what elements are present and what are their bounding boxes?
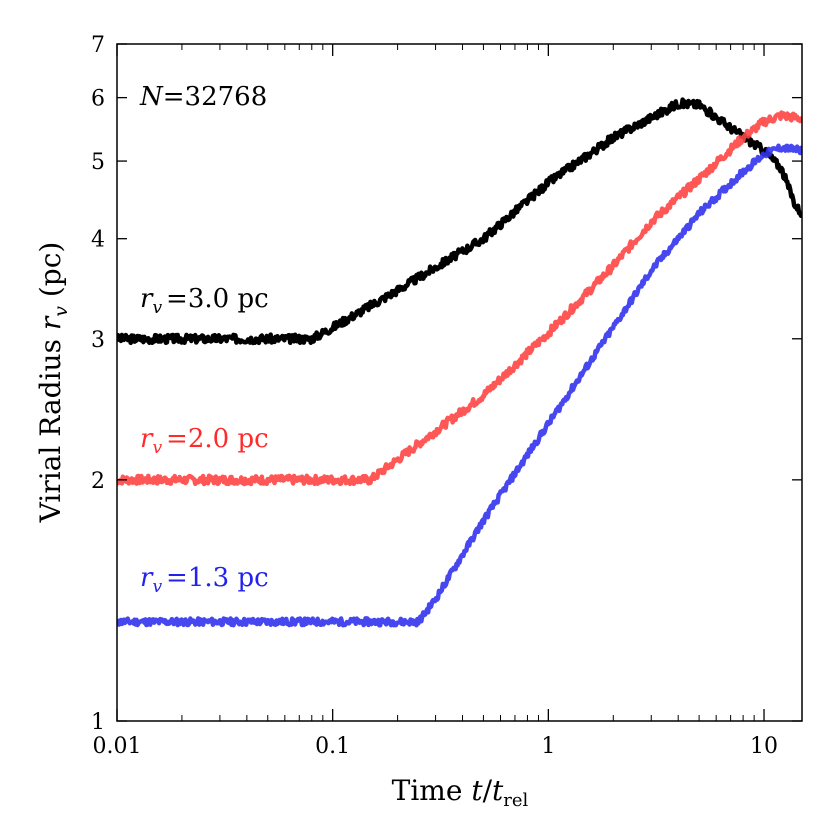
x-tick-label: 0.01: [93, 734, 142, 759]
n-annotation: N=32768: [139, 82, 267, 112]
y-tick-label: 3: [91, 328, 105, 353]
y-tick-label: 6: [91, 87, 105, 112]
x-axis-title: Time t/trel: [392, 774, 529, 811]
series-line-rv13: [117, 143, 802, 628]
series-label-rv13: rv =1.3 pc: [140, 563, 269, 597]
tick-layer: 0.01 0.1 1 10 1 2 3 4 5 6 7: [91, 33, 802, 759]
y-tick-label: 2: [91, 469, 105, 494]
series-label-rv3: rv =3.0 pc: [140, 284, 269, 318]
n-annotation-value: =32768: [163, 82, 268, 112]
y-tick-label: 5: [91, 150, 105, 175]
y-tick-label: 4: [91, 228, 105, 253]
series-layer: [117, 97, 802, 628]
n-annotation-var: N: [139, 82, 164, 112]
series-line-rv3: [117, 97, 802, 346]
y-tick-label: 7: [91, 33, 105, 58]
series-label-rv2: rv =2.0 pc: [140, 424, 269, 458]
series-line-rv2: [117, 110, 802, 487]
x-tick-label: 10: [750, 734, 778, 759]
x-tick-label: 0.1: [315, 734, 350, 759]
x-tick-label: 1: [541, 734, 555, 759]
plot-frame: [116, 43, 803, 722]
y-axis-title: Virial Radius rv (pc): [34, 242, 72, 524]
y-tick-label: 1: [91, 710, 105, 735]
